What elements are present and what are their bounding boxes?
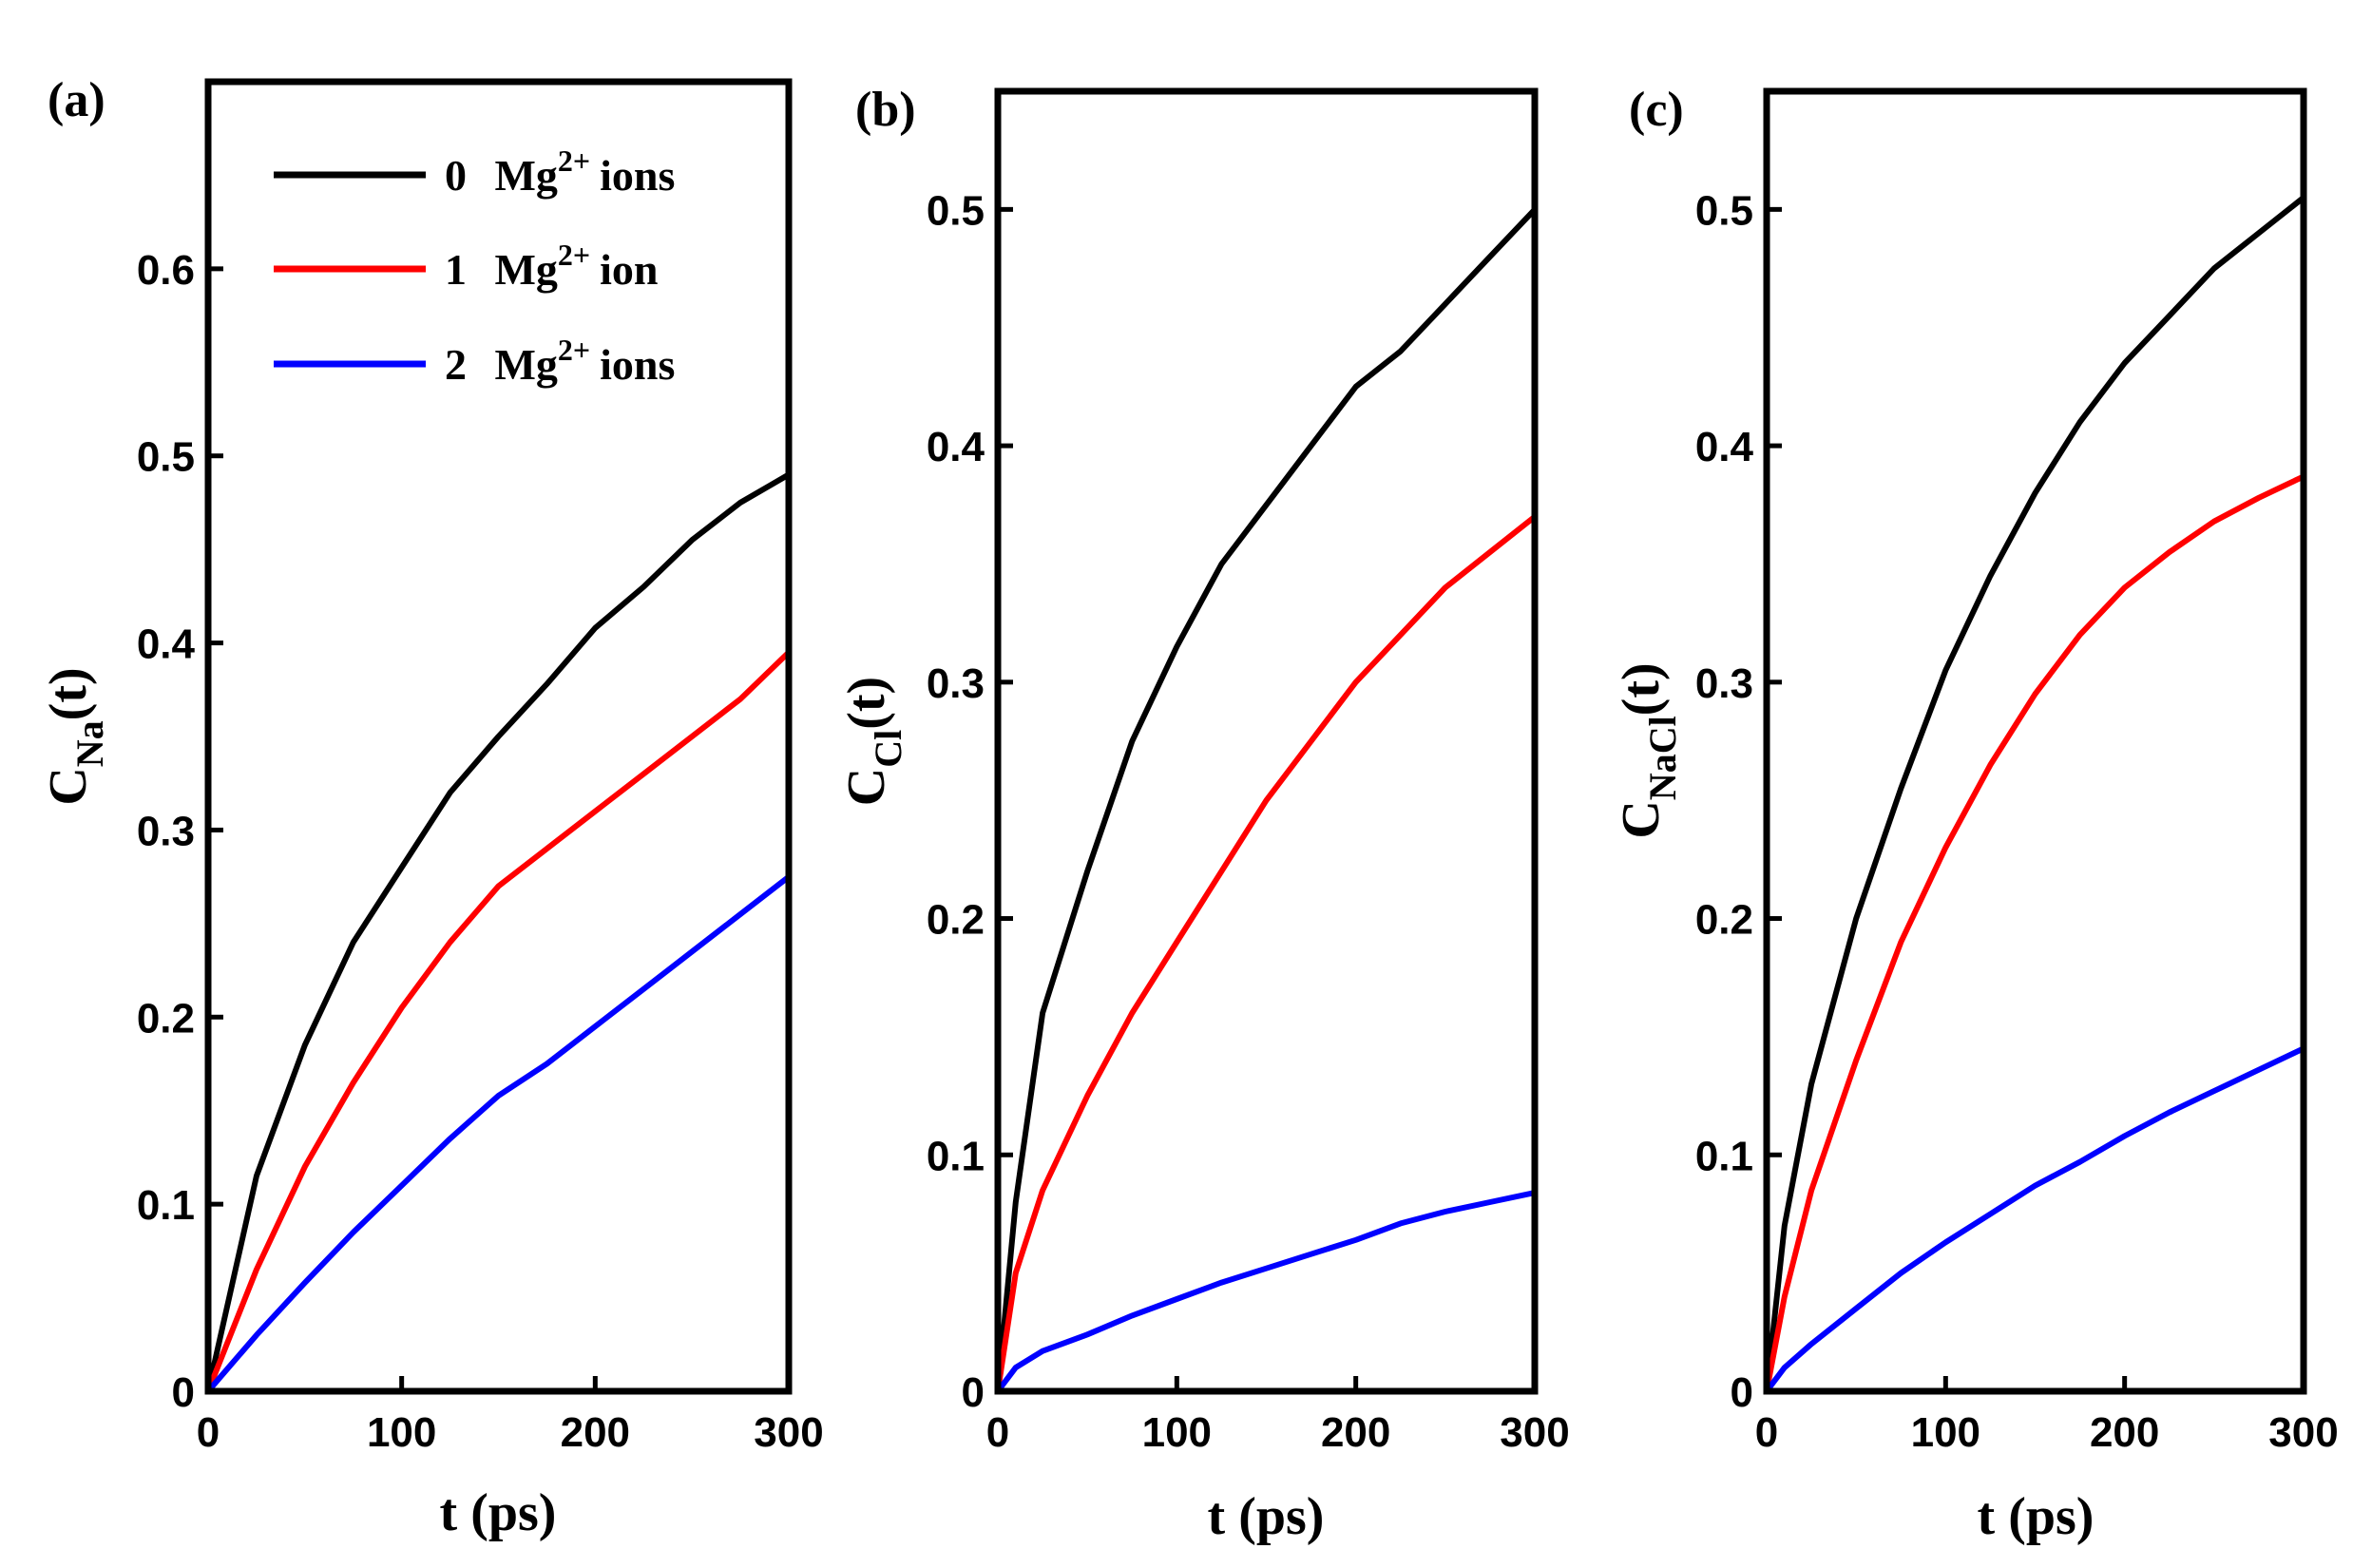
y-tick-label: 0.1 <box>1695 1133 1753 1179</box>
y-tick-label: 0 <box>1731 1369 1753 1416</box>
y-axis-title-main: C <box>837 768 896 806</box>
y-tick-label: 0.1 <box>927 1133 985 1179</box>
x-tick-label: 100 <box>1911 1409 1980 1456</box>
y-axis-title-sub: Cl <box>867 730 909 768</box>
y-tick-label: 0.6 <box>137 247 195 294</box>
x-tick-label: 0 <box>986 1409 1009 1456</box>
series-line-1 <box>995 513 1538 1394</box>
plot-frame <box>204 78 793 1395</box>
x-tick-label: 200 <box>2090 1409 2159 1456</box>
legend-label-1: 1 Mg2+ ion <box>445 238 659 294</box>
y-tick-label: 0.4 <box>137 621 196 668</box>
panel-label: (c) <box>1629 83 1684 137</box>
y-axis-title: CCl(t) <box>837 677 909 806</box>
panel-label: (b) <box>855 83 916 137</box>
y-tick-label: 0.4 <box>927 424 985 470</box>
y-tick-label: 0.2 <box>137 995 195 1042</box>
y-tick-label: 0.4 <box>1695 424 1754 470</box>
series-line-2 <box>995 1190 1538 1394</box>
x-tick-label: 100 <box>367 1409 436 1456</box>
y-axis-title-suffix: (t) <box>837 677 896 730</box>
y-tick-label: 0.3 <box>1695 660 1753 707</box>
legend-charge: 2+ <box>558 238 590 272</box>
panel-b: (b) 0 0.1 0.2 0.3 0.4 0.5 0 100 200 300 t (ps) CC… <box>837 83 1570 1546</box>
legend-number: 2 <box>445 340 467 389</box>
x-axis-title: t (ps) <box>1208 1487 1325 1546</box>
x-tick-label: 300 <box>1500 1409 1569 1456</box>
legend-number: 1 <box>445 245 467 294</box>
x-tick-label: 300 <box>2268 1409 2338 1456</box>
y-axis-title-sub: NaCl <box>1641 716 1684 800</box>
legend-word: ions <box>600 340 675 389</box>
legend-entry-0: 0 Mg2+ ions <box>274 143 675 200</box>
series-line-0 <box>205 471 792 1394</box>
y-tick-label: 0.5 <box>137 434 195 481</box>
legend-species: Mg <box>495 151 558 200</box>
x-tick-label: 100 <box>1142 1409 1212 1456</box>
series-line-1 <box>205 649 792 1394</box>
y-axis-title-sub: Na <box>68 720 111 767</box>
y-axis-title-suffix: (t) <box>1612 662 1671 716</box>
x-axis-title: t (ps) <box>1978 1487 2095 1546</box>
x-tick-label: 300 <box>754 1409 823 1456</box>
y-axis-title-main: C <box>1612 800 1671 838</box>
y-tick-label: 0.2 <box>1695 897 1753 944</box>
panel-c: (c) 0 0.1 0.2 0.3 0.4 0.5 0 100 200 300 t (ps) CN… <box>1612 83 2339 1546</box>
legend-label-2: 2 Mg2+ ions <box>445 333 675 389</box>
plot-frame <box>1763 87 2307 1395</box>
legend-word: ion <box>600 245 658 294</box>
y-tick-label: 0.1 <box>137 1182 195 1229</box>
y-tick-label: 0.2 <box>927 897 985 944</box>
y-axis-title: CNa(t) <box>39 667 111 805</box>
legend-charge: 2+ <box>558 333 590 367</box>
legend-entry-1: 1 Mg2+ ion <box>274 238 659 294</box>
series-line-2 <box>205 873 792 1394</box>
x-tick-label: 0 <box>197 1409 220 1456</box>
legend-species: Mg <box>495 245 558 294</box>
y-axis-title: CNaCl(t) <box>1612 662 1684 838</box>
y-axis-title-main: C <box>39 767 98 805</box>
panel-label: (a) <box>48 73 105 127</box>
series-line-2 <box>1764 1045 2306 1394</box>
y-tick-label: 0.5 <box>927 187 985 234</box>
y-tick-label: 0.3 <box>927 660 985 707</box>
x-axis-title: t (ps) <box>440 1483 557 1542</box>
y-tick-label: 0 <box>172 1369 195 1416</box>
legend-number: 0 <box>445 151 467 200</box>
y-tick-label: 0.3 <box>137 808 195 854</box>
plot-frame <box>994 87 1539 1395</box>
panel-a: (a) 0 0.1 0.2 0.3 0.4 0.5 0.6 0 100 200 300 t (ps)… <box>39 73 824 1542</box>
x-tick-label: 200 <box>561 1409 630 1456</box>
legend-entry-2: 2 Mg2+ ions <box>274 333 675 389</box>
legend-word: ions <box>600 151 675 200</box>
legend: 0 Mg2+ ions 1 Mg2+ ion 2 Mg2+ ions <box>274 143 675 389</box>
y-tick-label: 0.5 <box>1695 187 1753 234</box>
series-line-0 <box>995 206 1538 1394</box>
y-tick-label: 0 <box>962 1369 985 1416</box>
x-tick-label: 0 <box>1755 1409 1778 1456</box>
x-tick-label: 200 <box>1321 1409 1390 1456</box>
legend-species: Mg <box>495 340 558 389</box>
series-line-1 <box>1764 473 2306 1394</box>
legend-charge: 2+ <box>558 143 590 178</box>
y-axis-title-suffix: (t) <box>39 667 98 720</box>
legend-label-0: 0 Mg2+ ions <box>445 143 675 200</box>
series-line-0 <box>1764 194 2306 1394</box>
